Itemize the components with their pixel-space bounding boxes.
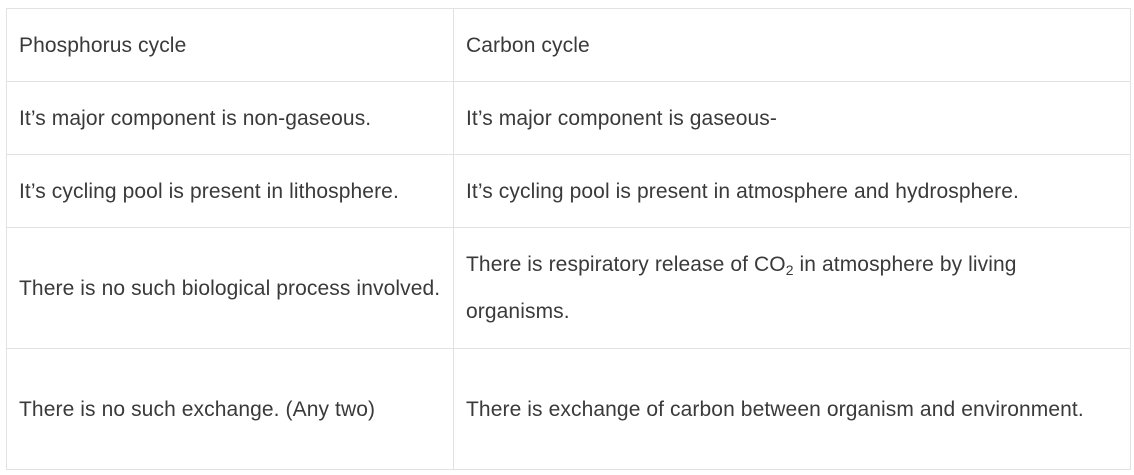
table-header-row: Phosphorus cycle Carbon cycle [6, 8, 1131, 82]
header-phosphorus-cycle: Phosphorus cycle [6, 8, 454, 82]
comparison-table-container: Phosphorus cycle Carbon cycle It’s major… [6, 8, 1131, 470]
header-carbon-cycle: Carbon cycle [453, 8, 1131, 82]
carbon-cell-text-before: There is respiratory release of CO [466, 253, 786, 276]
co2-subscript: 2 [785, 262, 794, 278]
phosphorus-cell: It’s major component is non-gaseous. [6, 81, 454, 155]
phosphorus-cell: There is no such exchange. (Any two) [6, 348, 454, 470]
phosphorus-cell: There is no such biological process invo… [6, 227, 454, 349]
carbon-cell-text-after: in atmosphere by living organisms. [466, 253, 1017, 323]
carbon-cell: It’s major component is gaseous- [453, 81, 1131, 155]
phosphorus-cell: It’s cycling pool is present in lithosph… [6, 154, 454, 228]
carbon-cell: There is respiratory release of CO2 in a… [453, 227, 1131, 349]
table-row: There is no such exchange. (Any two) The… [6, 348, 1131, 470]
carbon-cell: It’s cycling pool is present in atmosphe… [453, 154, 1131, 228]
comparison-table: Phosphorus cycle Carbon cycle It’s major… [6, 8, 1131, 470]
table-row: It’s major component is non-gaseous. It’… [6, 81, 1131, 155]
carbon-cell: There is exchange of carbon between orga… [453, 348, 1131, 470]
table-row: It’s cycling pool is present in lithosph… [6, 154, 1131, 228]
table-row: There is no such biological process invo… [6, 227, 1131, 349]
